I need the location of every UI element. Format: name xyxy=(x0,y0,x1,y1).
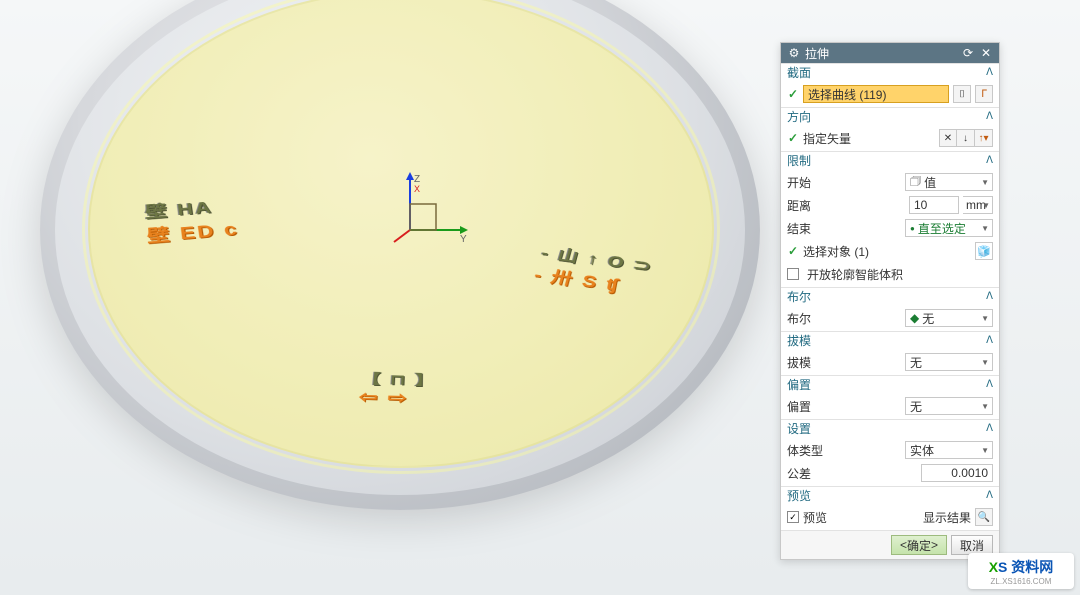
open-profile-checkbox[interactable] xyxy=(787,268,799,280)
preview-label: 预览 xyxy=(803,509,827,526)
csys-triad[interactable]: Z Y X xyxy=(390,170,470,250)
dialog-title: 拉伸 xyxy=(805,45,957,62)
show-result-label: 显示结果 xyxy=(923,509,971,526)
section-title: 拔模 xyxy=(787,332,811,349)
close-icon[interactable]: ✕ xyxy=(979,46,993,60)
chevron-up-icon: ᐱ xyxy=(986,490,993,501)
ok-button[interactable]: < 确定 > xyxy=(891,535,947,555)
chevron-up-icon: ᐱ xyxy=(986,155,993,166)
section-title: 偏置 xyxy=(787,376,811,393)
select-object-label: 选择对象 (1) xyxy=(803,243,971,260)
viewport-3d[interactable]: Z Y X 壁 HA 壁 ED c - 山 ↑ O ⊃ - 卅 S ʧ 【 ⊓ … xyxy=(0,0,780,595)
svg-text:Y: Y xyxy=(460,234,467,245)
open-profile-label: 开放轮廓智能体积 xyxy=(807,266,993,283)
draft-select[interactable]: 无▼ xyxy=(905,353,993,371)
section-header-offset[interactable]: 偏置 ᐱ xyxy=(781,375,999,393)
check-icon: ✓ xyxy=(787,131,799,145)
gear-icon[interactable]: ⚙ xyxy=(787,46,801,60)
start-label: 开始 xyxy=(787,174,901,191)
section-title: 设置 xyxy=(787,420,811,437)
select-object-icon[interactable]: 🧊 xyxy=(975,242,993,260)
body-type-label: 体类型 xyxy=(787,442,901,459)
curve-rule-icon[interactable]: ᒥ xyxy=(975,85,993,103)
offset-select[interactable]: 无▼ xyxy=(905,397,993,415)
distance-label: 距离 xyxy=(787,197,905,214)
end-label: 结束 xyxy=(787,220,901,237)
chevron-up-icon: ᐱ xyxy=(986,423,993,434)
preview-checkbox[interactable] xyxy=(787,511,799,523)
select-curve-field[interactable]: 选择曲线 (119) xyxy=(803,85,949,103)
section-title: 预览 xyxy=(787,487,811,504)
offset-label: 偏置 xyxy=(787,398,901,415)
section-header-boolean[interactable]: 布尔 ᐱ xyxy=(781,287,999,305)
inferred-vector-icon[interactable]: ↑▾ xyxy=(975,129,993,147)
show-result-icon[interactable]: 🔍 xyxy=(975,508,993,526)
body-type-select[interactable]: 实体▼ xyxy=(905,441,993,459)
boolean-select[interactable]: ◆无▼ xyxy=(905,309,993,327)
watermark-logo: XS 资料网 ZL.XS1616.COM xyxy=(968,553,1074,589)
tolerance-label: 公差 xyxy=(787,465,917,482)
section-header-section[interactable]: 截面 ᐱ xyxy=(781,63,999,81)
section-title: 限制 xyxy=(787,152,811,169)
vector-dialog-icon[interactable]: ↓ xyxy=(957,129,975,147)
chevron-up-icon: ᐱ xyxy=(986,67,993,78)
check-icon: ✓ xyxy=(787,87,799,101)
rollup-icon[interactable]: ⟳ xyxy=(961,46,975,60)
section-header-draft[interactable]: 拔模 ᐱ xyxy=(781,331,999,349)
section-header-limits[interactable]: 限制 ᐱ xyxy=(781,151,999,169)
sketch-section-icon[interactable]: ⌷ xyxy=(953,85,971,103)
boolean-label: 布尔 xyxy=(787,310,901,327)
extrude-dialog: ⚙ 拉伸 ⟳ ✕ 截面 ᐱ ✓ 选择曲线 (119) ⌷ ᒥ 方向 ᐱ ✓ 指定… xyxy=(780,42,1000,560)
distance-unit-select[interactable]: mm▼ xyxy=(963,196,993,214)
chevron-up-icon: ᐱ xyxy=(986,379,993,390)
draft-label: 拔模 xyxy=(787,354,901,371)
section-header-preview[interactable]: 预览 ᐱ xyxy=(781,486,999,504)
chevron-up-icon: ᐱ xyxy=(986,335,993,346)
check-icon: ✓ xyxy=(787,244,799,258)
chevron-up-icon: ᐱ xyxy=(986,111,993,122)
cancel-button[interactable]: 取消 xyxy=(951,535,993,555)
dialog-titlebar[interactable]: ⚙ 拉伸 ⟳ ✕ xyxy=(781,43,999,63)
tolerance-input[interactable]: 0.0010 xyxy=(921,464,993,482)
chevron-up-icon: ᐱ xyxy=(986,291,993,302)
section-title: 方向 xyxy=(787,108,811,125)
vector-label: 指定矢量 xyxy=(803,130,935,147)
section-header-settings[interactable]: 设置 ᐱ xyxy=(781,419,999,437)
dialog-footer: < 确定 > 取消 xyxy=(781,530,999,559)
start-type-select[interactable]: 🗇值▼ xyxy=(905,173,993,191)
section-header-direction[interactable]: 方向 ᐱ xyxy=(781,107,999,125)
section-title: 布尔 xyxy=(787,288,811,305)
svg-text:X: X xyxy=(414,184,420,194)
distance-input[interactable]: 10 xyxy=(909,196,959,214)
end-type-select[interactable]: 直至选定▼ xyxy=(905,219,993,237)
section-title: 截面 xyxy=(787,64,811,81)
reverse-direction-icon[interactable]: ✕ xyxy=(939,129,957,147)
